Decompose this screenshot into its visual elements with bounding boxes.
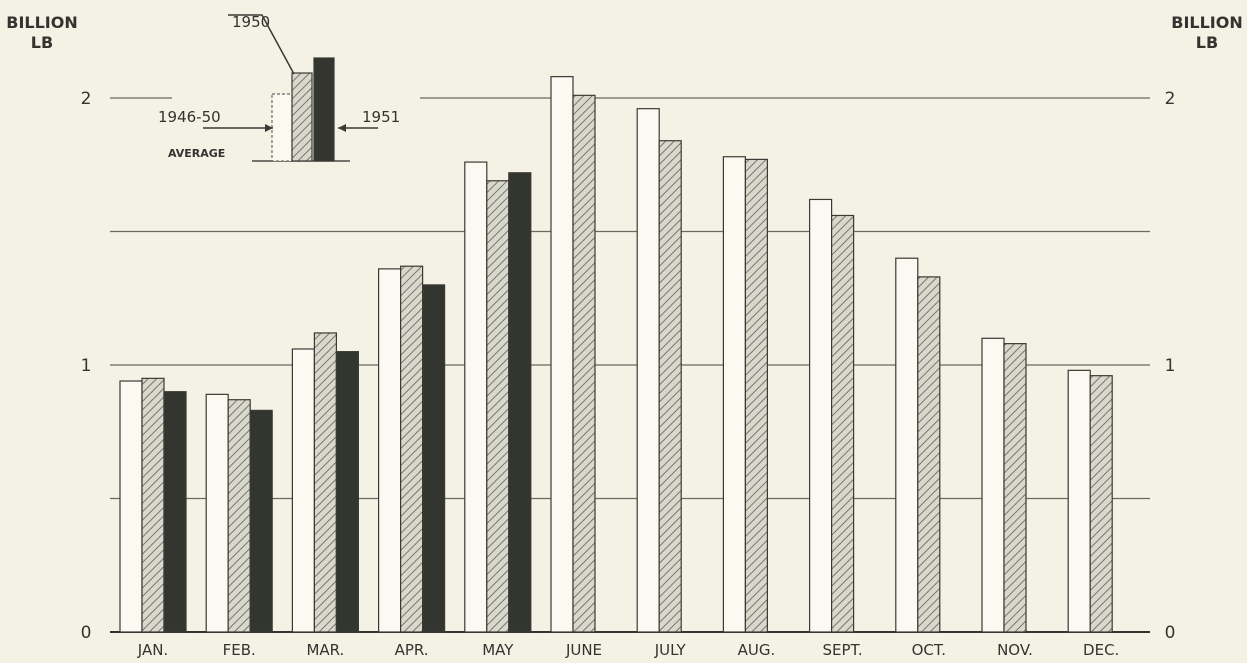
legend-label-1950: 1950 (232, 13, 270, 31)
legend-arrow-1950 (228, 14, 295, 75)
x-tick-label: OCT. (912, 641, 946, 659)
bar-white-2 (291, 348, 315, 633)
x-tick-label: JAN. (137, 641, 168, 659)
legend-swatch-average (271, 93, 293, 162)
axis-title-line: BILLION (1171, 13, 1242, 32)
axis-title-line: LB (1196, 33, 1218, 52)
bar-hatched-1 (227, 399, 251, 633)
bar-hatched-8 (830, 214, 855, 633)
bars (119, 76, 1113, 633)
y-tick-label-left: 2 (81, 89, 92, 109)
legend-label-average-2: AVERAGE (168, 147, 225, 160)
bar-white-4 (464, 161, 488, 633)
bar-hatched-0 (141, 377, 165, 633)
bar-white-11 (1067, 369, 1091, 633)
x-tick-label: FEB. (223, 641, 256, 659)
gridlines (110, 97, 1150, 633)
bar-black-1 (249, 409, 273, 633)
y-tick-label-right: 2 (1165, 89, 1176, 109)
left-y-axis: 0 1 2 (81, 89, 92, 643)
x-tick-label: APR. (395, 641, 429, 659)
right-axis-title: BILLION LB (1171, 13, 1242, 52)
bar-white-3 (378, 268, 402, 633)
bar-white-5 (550, 76, 574, 633)
right-y-axis: 0 1 2 (1165, 89, 1176, 643)
y-tick-label-right: 0 (1165, 623, 1176, 643)
x-tick-label: JUNE (565, 641, 602, 659)
axis-title-line: LB (31, 33, 53, 52)
x-tick-label: DEC. (1083, 641, 1119, 659)
bar-hatched-5 (572, 94, 596, 633)
x-tick-label: MAR. (306, 641, 344, 659)
x-tick-label: JULY (654, 641, 687, 659)
bar-white-1 (205, 393, 229, 633)
bar-white-10 (981, 337, 1005, 633)
bar-hatched-3 (400, 265, 424, 633)
x-tick-label: SEPT. (822, 641, 862, 659)
x-tick-label: NOV. (997, 641, 1033, 659)
legend-arrowhead-average (265, 124, 273, 132)
bar-white-9 (895, 257, 919, 633)
bar-hatched-10 (1003, 343, 1027, 633)
y-tick-label-left: 1 (81, 356, 92, 376)
left-axis-title: BILLION LB (6, 13, 77, 52)
legend-arrowhead-1951 (338, 124, 346, 132)
legend: 1950 1946-50 AVERAGE 1951 (158, 13, 400, 162)
y-tick-label-left: 0 (81, 623, 92, 643)
legend-swatch-1950 (291, 72, 313, 162)
left-axis-title-text: BILLION LB (6, 13, 77, 52)
bar-white-0 (119, 380, 143, 633)
legend-label-average-1: 1946-50 (158, 108, 221, 126)
bar-black-2 (335, 351, 359, 633)
bar-hatched-2 (313, 332, 337, 633)
bar-hatched-4 (486, 180, 510, 633)
bar-white-8 (808, 198, 833, 633)
axis-title-line: BILLION (6, 13, 77, 32)
x-tick-label: AUG. (738, 641, 776, 659)
bar-white-7 (722, 156, 747, 633)
legend-swatch-1951 (313, 57, 335, 162)
x-tick-label: MAY (482, 641, 514, 659)
bar-white-6 (636, 108, 660, 633)
bar-hatched-7 (744, 158, 769, 633)
bar-hatched-6 (658, 140, 682, 633)
bar-black-4 (508, 172, 532, 633)
legend-label-1951: 1951 (362, 108, 400, 126)
x-axis-labels: JAN. FEB. MAR. APR. MAY JUNE JULY AUG. SEPT. OCT.… (137, 641, 1120, 659)
bar-hatched-11 (1089, 375, 1113, 633)
bar-black-0 (163, 391, 187, 633)
y-tick-label-right: 1 (1165, 356, 1176, 376)
bar-hatched-9 (917, 276, 941, 633)
right-axis-title-text: BILLION LB (1171, 13, 1242, 52)
bar-black-3 (422, 284, 446, 633)
